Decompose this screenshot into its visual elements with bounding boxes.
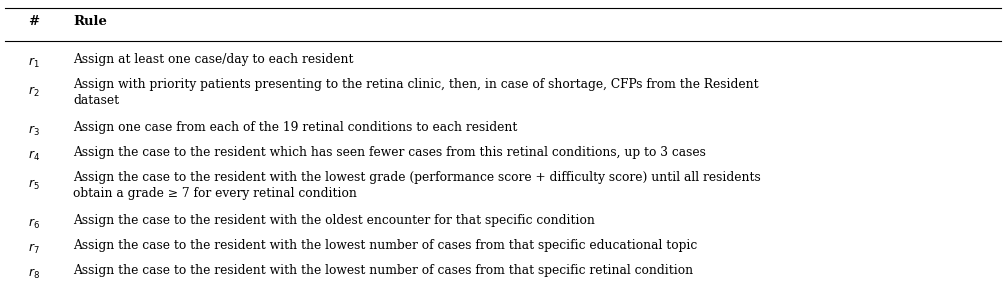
Text: Assign the case to the resident with the oldest encounter for that specific cond: Assign the case to the resident with the… bbox=[73, 214, 596, 227]
Text: Rule: Rule bbox=[73, 15, 108, 28]
Text: $r_7$: $r_7$ bbox=[28, 242, 40, 256]
Text: Assign the case to the resident which has seen fewer cases from this retinal con: Assign the case to the resident which ha… bbox=[73, 146, 706, 159]
Text: $r_1$: $r_1$ bbox=[28, 56, 40, 70]
Text: $r_2$: $r_2$ bbox=[28, 85, 39, 99]
Text: Assign the case to the resident with the lowest number of cases from that specif: Assign the case to the resident with the… bbox=[73, 239, 698, 252]
Text: Assign the case to the resident with the lowest grade (performance score + diffi: Assign the case to the resident with the… bbox=[73, 171, 762, 200]
Text: $r_5$: $r_5$ bbox=[28, 178, 40, 192]
Text: $r_6$: $r_6$ bbox=[28, 217, 40, 231]
Text: Assign at least one case/day to each resident: Assign at least one case/day to each res… bbox=[73, 53, 354, 66]
Text: $r_4$: $r_4$ bbox=[28, 149, 40, 163]
Text: #: # bbox=[28, 15, 39, 28]
Text: Assign with priority patients presenting to the retina clinic, then, in case of : Assign with priority patients presenting… bbox=[73, 78, 760, 107]
Text: $r_3$: $r_3$ bbox=[28, 124, 40, 138]
Text: Assign one case from each of the 19 retinal conditions to each resident: Assign one case from each of the 19 reti… bbox=[73, 121, 518, 134]
Text: Assign the case to the resident with the lowest number of cases from that specif: Assign the case to the resident with the… bbox=[73, 264, 693, 277]
Text: $r_8$: $r_8$ bbox=[28, 267, 40, 281]
